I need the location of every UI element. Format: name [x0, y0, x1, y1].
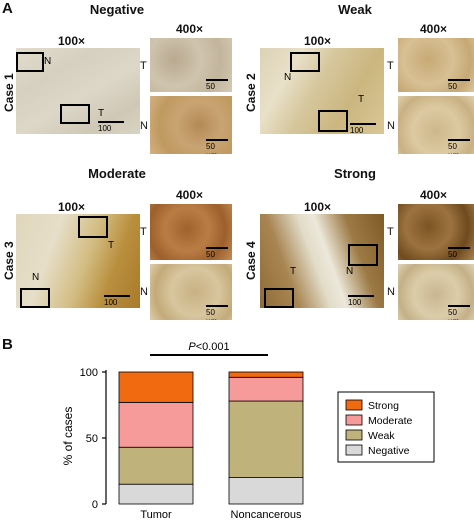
tn-label-t-case2: T: [387, 60, 394, 72]
tn-label-t-case4: T: [387, 226, 394, 238]
region-box-t-case1: [60, 104, 90, 124]
mag-400-case3: 400×: [176, 188, 204, 202]
tn-label-n-case3: N: [140, 286, 148, 298]
region-box-t-case3: [78, 216, 108, 238]
region-label-t-case3: T: [108, 240, 115, 251]
micrograph-high-n-case2: 50 μm: [398, 96, 474, 154]
p-value-label: P<0.001: [188, 341, 229, 353]
bar-segment-strong-tumor: [118, 371, 194, 403]
bar-segment-moderate-tumor: [118, 401, 194, 448]
bar-segment-strong-noncancerous: [228, 371, 304, 378]
grade-title-weak: Weak: [338, 2, 372, 17]
scale-bar-high-n-case3: 50 μm: [206, 305, 228, 320]
chart-legend: Strong Moderate Weak Negative: [337, 391, 435, 463]
region-label-n-case1: N: [44, 56, 52, 67]
region-label-n-case3: N: [32, 272, 40, 283]
legend-swatch-weak: [345, 429, 363, 441]
legend-label-strong: Strong: [368, 400, 399, 412]
tn-label-n-case4: N: [387, 286, 395, 298]
y-tick-label: 50: [86, 433, 98, 445]
legend-swatch-negative: [345, 444, 363, 456]
micrograph-high-n-case4: 50 μm: [398, 264, 474, 320]
legend-swatch-strong: [345, 399, 363, 411]
region-label-n-case4: N: [346, 266, 354, 277]
region-box-n-case1: [16, 52, 44, 72]
legend-swatch-moderate: [345, 414, 363, 426]
y-tick-label: 100: [80, 367, 98, 379]
legend-label-weak: Weak: [368, 430, 395, 442]
micrograph-high-t-case2: 50 μm: [398, 38, 474, 92]
mag-100-case2: 100×: [304, 34, 332, 48]
bar-segment-negative-tumor: [118, 483, 194, 505]
region-box-t-case2: [318, 110, 348, 132]
case-label-4: Case 4: [244, 241, 258, 280]
y-tick-label: 0: [92, 499, 98, 511]
mag-100-case4: 100×: [304, 200, 332, 214]
region-label-t-case1: T: [98, 108, 105, 119]
legend-label-negative: Negative: [368, 445, 410, 457]
region-label-t-case4: T: [290, 266, 297, 277]
micrograph-high-t-case1: 50 μm: [150, 38, 232, 92]
scale-bar-low-case3: 100 μm: [104, 295, 130, 308]
panel-b-letter: B: [2, 336, 13, 353]
scale-bar-low-case1: 100 μm: [98, 121, 124, 134]
scale-bar-high-n-case4: 50 μm: [448, 305, 470, 320]
mag-400-case1: 400×: [176, 22, 204, 36]
chart-axes: 0 50 100: [80, 367, 107, 511]
stacked-bar-chart: P<0.001 % of cases 0 50 100 Tumor Noncancer…: [61, 341, 435, 521]
bar-segment-negative-noncancerous: [228, 477, 304, 505]
region-label-t-case2: T: [358, 94, 365, 105]
tn-label-n-case1: N: [140, 120, 148, 132]
scale-bar-low-case4: 100 μm: [348, 295, 374, 308]
region-label-n-case2: N: [284, 72, 292, 83]
scale-bar-high-t-case3: 50 μm: [206, 247, 228, 260]
micrograph-low-case1: N T 100 μm: [16, 48, 140, 134]
grade-title-moderate: Moderate: [88, 166, 146, 181]
panel-a-letter: A: [2, 0, 13, 17]
mag-100-case1: 100×: [58, 34, 86, 48]
case-label-3: Case 3: [2, 241, 16, 280]
scale-bar-high-n-case2: 50 μm: [448, 139, 470, 154]
chart-bars: Tumor Noncancerous: [118, 371, 304, 521]
micrograph-high-t-case3: 50 μm: [150, 204, 232, 260]
mag-100-case3: 100×: [58, 200, 86, 214]
region-box-n-case2: [290, 52, 320, 72]
micrograph-low-case3: T N 100 μm: [16, 214, 140, 308]
tn-label-n-case2: N: [387, 120, 395, 132]
grade-title-negative: Negative: [89, 2, 145, 17]
scale-bar-high-t-case2: 50 μm: [448, 79, 470, 92]
region-box-t-case4: [264, 288, 294, 308]
region-box-n-case3: [20, 288, 50, 308]
micrograph-high-n-case3: 50 μm: [150, 264, 232, 320]
tn-label-t-case3: T: [140, 226, 147, 238]
x-tick-label: Noncancerous: [231, 509, 302, 521]
legend-label-moderate: Moderate: [368, 415, 413, 427]
bar-segment-weak-tumor: [118, 446, 194, 485]
region-box-n-case4: [348, 244, 378, 266]
bar-segment-weak-noncancerous: [228, 400, 304, 478]
mag-400-case2: 400×: [420, 22, 448, 36]
scale-bar-high-n-case1: 50 μm: [206, 139, 228, 154]
tn-label-t-case1: T: [140, 60, 147, 72]
case-label-2: Case 2: [244, 73, 258, 112]
micrograph-low-case4: N T 100 μm: [260, 214, 384, 308]
scale-bar-low-case2: 100 μm: [350, 123, 376, 134]
micrograph-high-t-case4: 50 μm: [398, 204, 474, 260]
micrograph-low-case2: N T 100 μm: [260, 48, 384, 134]
x-tick-label: Tumor: [140, 509, 172, 521]
y-axis-label: % of cases: [61, 407, 75, 466]
case-label-1: Case 1: [2, 73, 16, 112]
bar-segment-moderate-noncancerous: [228, 376, 304, 402]
scale-bar-high-t-case1: 50 μm: [206, 79, 228, 92]
micrograph-high-n-case1: 50 μm: [150, 96, 232, 154]
scale-bar-high-t-case4: 50 μm: [448, 247, 470, 260]
grade-title-strong: Strong: [334, 166, 376, 181]
mag-400-case4: 400×: [420, 188, 448, 202]
